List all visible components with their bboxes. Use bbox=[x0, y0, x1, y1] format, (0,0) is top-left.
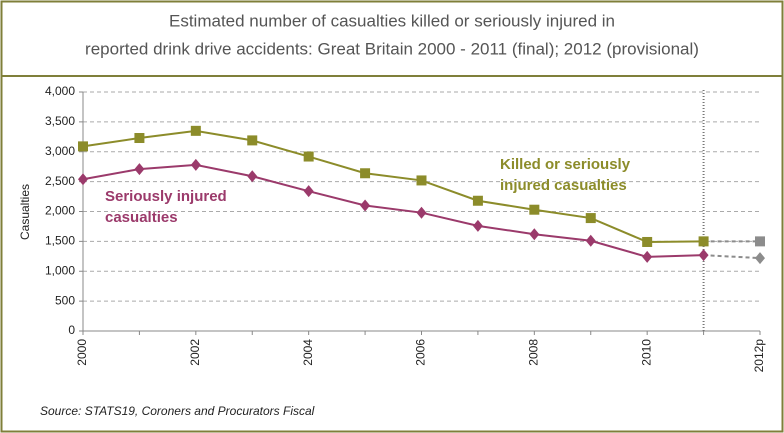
x-tick-label: 2006 bbox=[414, 339, 428, 366]
x-tick-label: 2012p bbox=[752, 339, 766, 373]
series-line bbox=[82, 163, 704, 258]
marker bbox=[472, 219, 483, 232]
chart-title: Estimated number of casualties killed or… bbox=[169, 11, 615, 30]
y-tick-label: 3,000 bbox=[45, 144, 75, 158]
y-tick-label: 1,000 bbox=[45, 263, 75, 277]
y-tick-label: 0 bbox=[68, 323, 75, 337]
y-tick-label: 500 bbox=[55, 293, 75, 307]
source: Source: STATS19, Coroners and Procurator… bbox=[40, 404, 315, 418]
y-tick-label: 2,500 bbox=[45, 174, 75, 188]
marker bbox=[642, 236, 653, 247]
marker bbox=[134, 163, 145, 176]
marker bbox=[134, 133, 145, 144]
series-label: Seriously injured bbox=[105, 188, 227, 205]
marker bbox=[360, 168, 371, 179]
marker bbox=[472, 195, 483, 206]
y-tick-label: 2,000 bbox=[45, 204, 75, 218]
y-axis-label: Casualties bbox=[18, 184, 32, 240]
marker bbox=[755, 252, 765, 265]
x-tick-label: 2010 bbox=[639, 339, 653, 366]
provisional-line bbox=[703, 254, 761, 260]
marker bbox=[529, 228, 540, 241]
marker bbox=[190, 125, 201, 136]
marker bbox=[698, 236, 709, 247]
marker bbox=[529, 204, 540, 215]
y-tick-label: 1,500 bbox=[45, 234, 75, 248]
marker bbox=[247, 170, 258, 183]
marker bbox=[755, 236, 765, 247]
marker bbox=[303, 151, 314, 162]
marker bbox=[303, 185, 314, 198]
marker bbox=[78, 141, 88, 152]
marker bbox=[416, 175, 427, 186]
y-tick-label: 3,500 bbox=[45, 114, 75, 128]
x-tick-label: 2000 bbox=[75, 339, 89, 366]
series-label: Killed or seriously bbox=[500, 156, 631, 173]
marker bbox=[190, 158, 201, 171]
marker bbox=[247, 135, 258, 146]
series-line bbox=[82, 129, 704, 243]
x-tick-label: 2004 bbox=[301, 339, 315, 366]
x-tick-label: 2008 bbox=[527, 339, 541, 366]
marker bbox=[416, 206, 427, 219]
marker bbox=[585, 234, 596, 247]
chart-title: reported drink drive accidents: Great Br… bbox=[85, 39, 699, 58]
x-tick-label: 2002 bbox=[188, 339, 202, 366]
marker bbox=[642, 250, 653, 263]
series-label: injured casualties bbox=[500, 177, 627, 194]
marker bbox=[698, 249, 709, 262]
series-label: casualties bbox=[105, 209, 178, 226]
y-tick-label: 4,000 bbox=[45, 84, 75, 98]
marker bbox=[78, 173, 88, 186]
marker bbox=[585, 213, 596, 224]
marker bbox=[360, 199, 371, 212]
